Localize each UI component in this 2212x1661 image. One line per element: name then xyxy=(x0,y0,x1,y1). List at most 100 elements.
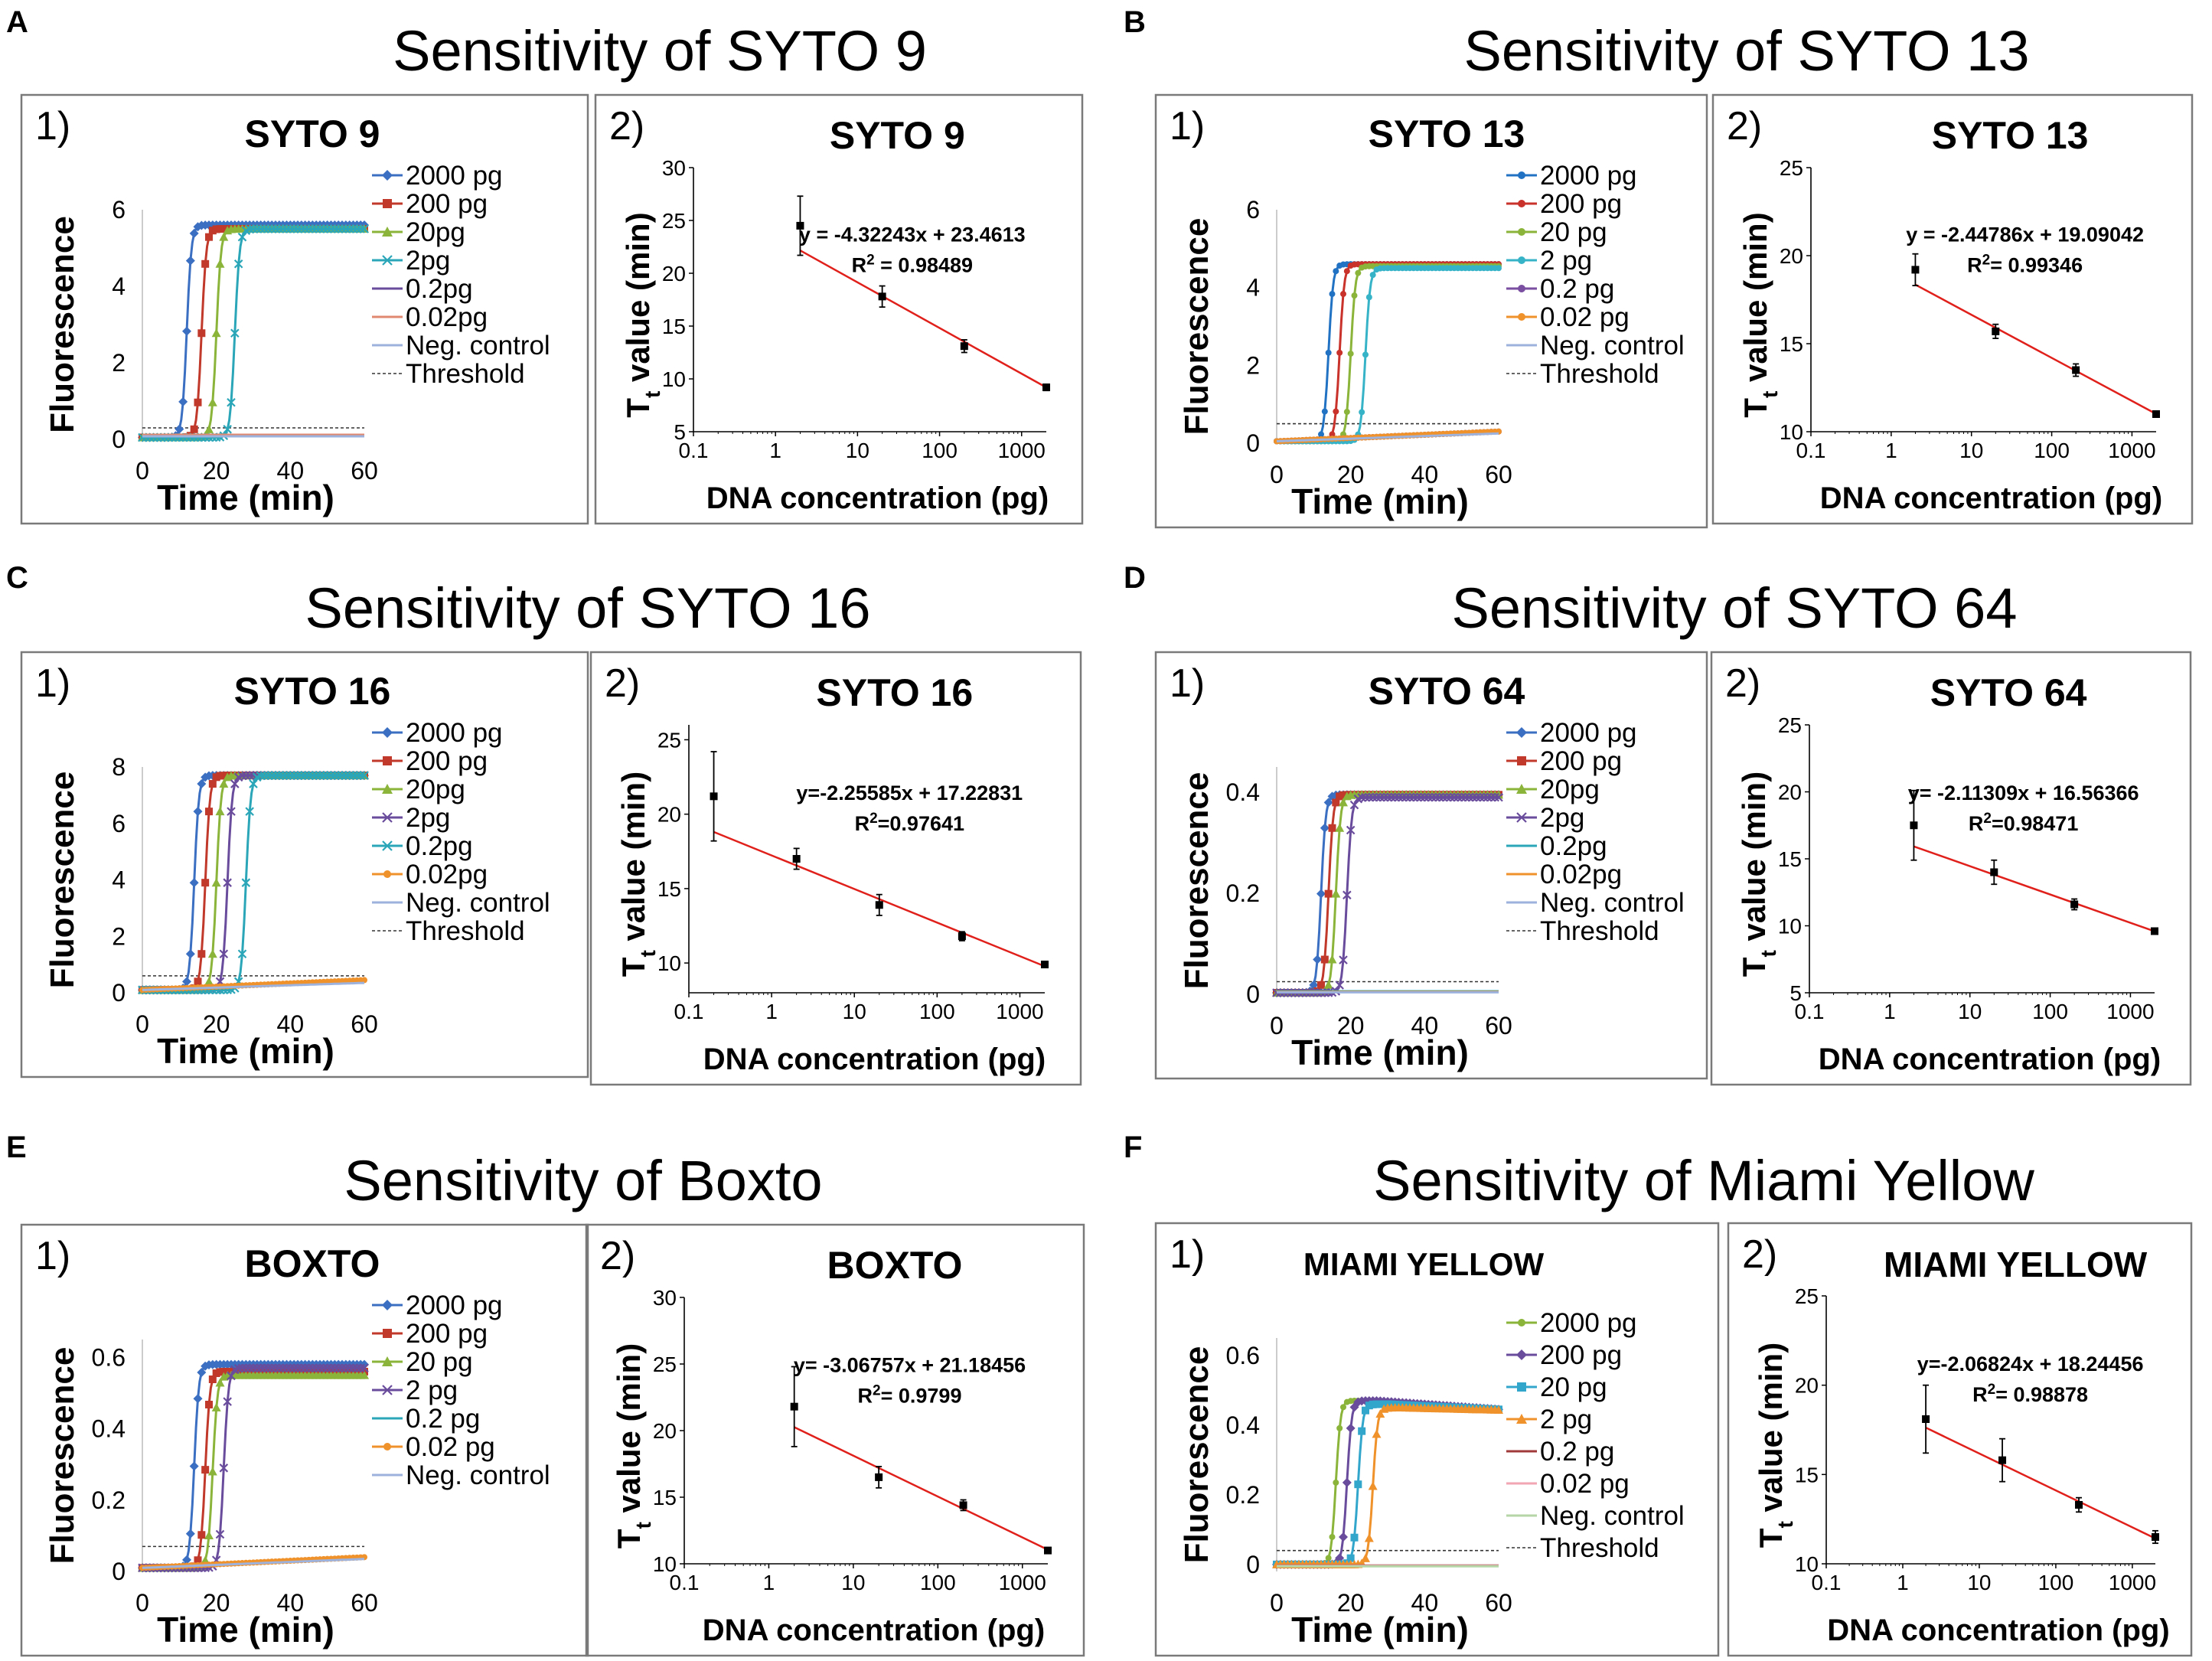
data-point xyxy=(1368,792,1378,802)
data-point xyxy=(249,224,258,233)
r-squared-value: = 0.99346 xyxy=(1990,254,2083,277)
data-point xyxy=(338,1363,347,1373)
x-tick-label: 10 xyxy=(843,1000,866,1023)
data-point xyxy=(322,771,332,780)
data-point xyxy=(312,224,321,233)
data-point xyxy=(194,398,202,406)
data-point xyxy=(352,224,362,233)
series-2-pg xyxy=(1272,1403,1503,1568)
series-2pg xyxy=(138,224,369,442)
series-line xyxy=(142,227,364,439)
data-point xyxy=(1383,792,1392,802)
chart-title: MIAMI YELLOW xyxy=(1884,1245,2148,1284)
y-tick-label: 25 xyxy=(657,728,681,752)
data-point xyxy=(278,1363,288,1373)
data-point xyxy=(227,1371,236,1381)
data-point xyxy=(185,1529,195,1539)
series-Neg-control xyxy=(1276,432,1499,442)
series-2000-pg xyxy=(138,220,369,442)
legend-label: 200 pg xyxy=(1540,746,1622,776)
y-tick-label: 5 xyxy=(1790,981,1802,1005)
series-line xyxy=(1277,1403,1499,1566)
x-axis-title: Time (min) xyxy=(157,1031,334,1071)
data-point xyxy=(1990,868,1998,876)
x-tick-label: 0.1 xyxy=(1795,1000,1825,1023)
data-point xyxy=(1336,1424,1343,1431)
data-point xyxy=(207,1467,217,1476)
x-tick-label: 60 xyxy=(351,457,378,485)
fit-line xyxy=(799,250,1047,389)
panel-frame xyxy=(1154,93,1708,529)
data-point xyxy=(1390,792,1400,802)
data-point xyxy=(341,224,351,233)
data-point xyxy=(792,855,801,863)
x-tick-label: 40 xyxy=(277,1589,305,1617)
data-point xyxy=(1321,408,1328,415)
data-point xyxy=(207,949,217,958)
data-point xyxy=(1517,756,1526,765)
y-tick-label: 6 xyxy=(112,810,126,837)
data-point xyxy=(1496,265,1502,272)
r-squared: R2= 0.9799 xyxy=(858,1382,962,1407)
data-point xyxy=(259,224,269,233)
y-tick-label: 0.2 xyxy=(1226,879,1260,907)
legend-label: 2000 pg xyxy=(406,1291,503,1320)
legend-label: Neg. control xyxy=(406,888,550,918)
panel-frame xyxy=(589,651,1082,1086)
r-squared: R2=0.97641 xyxy=(855,811,964,835)
r-squared-prefix: R xyxy=(855,812,870,835)
data-point xyxy=(1336,349,1343,356)
data-point xyxy=(197,950,206,958)
fit-equation: y=-2.25585x + 17.22831 xyxy=(796,782,1023,804)
r-squared-value: =0.98471 xyxy=(1992,812,2078,835)
data-point xyxy=(211,1402,221,1411)
data-point xyxy=(1369,272,1376,279)
data-point xyxy=(1335,823,1345,832)
r-squared-prefix: R xyxy=(858,1384,873,1407)
x-tick-label: 1000 xyxy=(998,439,1046,462)
y-tick-label: 4 xyxy=(112,272,126,300)
chart-title: MIAMI YELLOW xyxy=(1303,1246,1545,1282)
data-point xyxy=(297,1363,306,1373)
data-point xyxy=(1387,792,1396,802)
data-point xyxy=(1339,955,1348,964)
series-20pg xyxy=(138,224,369,442)
data-point xyxy=(1479,792,1489,802)
x-tick-label: 0 xyxy=(1270,1012,1284,1039)
data-point xyxy=(205,1401,213,1409)
y-tick-label: 20 xyxy=(1780,244,1803,268)
y-axis-title-rest: value (min) xyxy=(615,772,651,950)
data-point xyxy=(271,1363,280,1373)
series-line xyxy=(142,1366,364,1569)
data-point xyxy=(322,1363,332,1373)
data-point xyxy=(319,1363,328,1373)
y-tick-label: 20 xyxy=(657,803,681,827)
data-point xyxy=(1409,792,1418,802)
standard-curve-chart: 2) SYTO 9 5 10 15 20 25 30 0.1 1 10 100 1000 DNA conc… xyxy=(594,93,1084,525)
y-axis-title: Fluorescence xyxy=(1178,1346,1215,1564)
data-point xyxy=(1335,981,1344,990)
series-line xyxy=(1276,432,1499,442)
data-point xyxy=(382,227,393,237)
y-tick-label: 10 xyxy=(1780,420,1803,444)
data-point xyxy=(330,224,340,233)
y-axis-title: Fluorescence xyxy=(1178,218,1215,436)
data-point xyxy=(1517,1382,1526,1392)
legend-label: Neg. control xyxy=(1540,331,1685,361)
data-point xyxy=(1362,351,1369,358)
legend-label: Neg. control xyxy=(1540,888,1685,918)
data-point xyxy=(219,1464,229,1473)
series-line xyxy=(142,227,364,439)
x-tick-label: 10 xyxy=(1958,1000,1982,1023)
legend-label: 0.2 pg xyxy=(1540,1437,1614,1467)
data-point xyxy=(1518,313,1525,321)
data-point xyxy=(189,228,199,238)
panel-title: Sensitivity of SYTO 16 xyxy=(305,576,871,640)
data-point xyxy=(1339,1532,1348,1542)
r-squared-value: = 0.98878 xyxy=(1995,1383,2088,1406)
x-tick-label: 60 xyxy=(1485,1589,1512,1617)
data-point xyxy=(237,1363,247,1373)
fluorescence-chart: 1) SYTO 16 0 2 4 6 8 0 20 40 60 Time (min) Fluoresce… xyxy=(20,651,589,1079)
subpanel-label: 1) xyxy=(1170,1232,1205,1277)
y-tick-label: 2 xyxy=(112,349,126,377)
